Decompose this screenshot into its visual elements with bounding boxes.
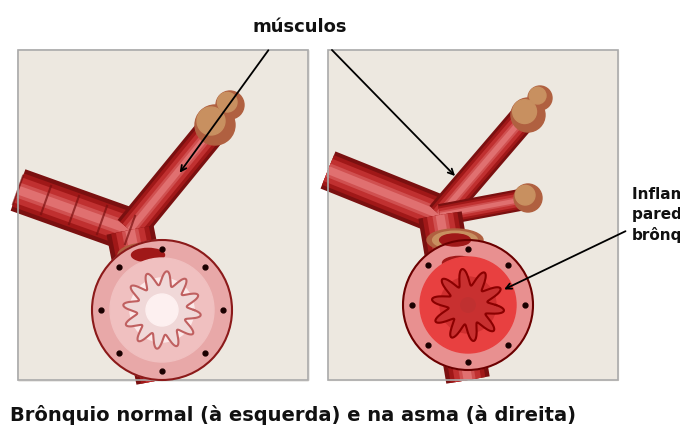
Polygon shape [439, 191, 522, 224]
Polygon shape [328, 50, 618, 380]
Ellipse shape [439, 297, 490, 318]
Ellipse shape [443, 256, 475, 270]
Ellipse shape [118, 243, 178, 267]
Circle shape [146, 294, 178, 326]
Ellipse shape [447, 301, 483, 315]
Circle shape [511, 98, 545, 132]
Polygon shape [423, 212, 486, 383]
Polygon shape [16, 183, 133, 237]
Ellipse shape [429, 251, 489, 275]
Ellipse shape [126, 316, 194, 344]
Polygon shape [438, 189, 522, 226]
Ellipse shape [433, 295, 497, 321]
Polygon shape [322, 155, 446, 230]
Text: músculos: músculos [253, 18, 347, 36]
Polygon shape [120, 112, 230, 238]
Ellipse shape [130, 294, 182, 315]
Circle shape [218, 92, 237, 112]
Ellipse shape [123, 292, 189, 318]
Polygon shape [122, 114, 227, 236]
Ellipse shape [141, 322, 179, 338]
Ellipse shape [437, 276, 487, 296]
Ellipse shape [432, 231, 477, 249]
Polygon shape [324, 159, 445, 226]
Circle shape [529, 87, 546, 104]
Polygon shape [12, 174, 136, 246]
Ellipse shape [124, 246, 172, 265]
Polygon shape [429, 101, 541, 224]
Ellipse shape [133, 319, 187, 341]
Ellipse shape [445, 279, 479, 293]
Ellipse shape [138, 298, 174, 312]
Circle shape [461, 298, 475, 312]
Circle shape [452, 288, 485, 322]
Polygon shape [320, 152, 447, 233]
Polygon shape [116, 227, 174, 383]
Polygon shape [432, 103, 539, 222]
Polygon shape [439, 194, 521, 222]
Circle shape [130, 278, 194, 342]
Circle shape [513, 100, 537, 123]
Polygon shape [438, 108, 532, 217]
Circle shape [92, 240, 232, 380]
Polygon shape [16, 186, 131, 234]
Polygon shape [107, 225, 184, 385]
Polygon shape [11, 169, 137, 251]
Circle shape [197, 107, 225, 135]
Ellipse shape [131, 249, 165, 262]
Polygon shape [439, 196, 521, 219]
Polygon shape [432, 214, 475, 381]
Polygon shape [418, 211, 490, 384]
Circle shape [440, 277, 496, 333]
Circle shape [216, 91, 244, 119]
Polygon shape [18, 50, 308, 380]
Circle shape [514, 184, 542, 212]
Polygon shape [111, 226, 179, 384]
Polygon shape [434, 104, 537, 220]
Ellipse shape [435, 253, 483, 273]
Polygon shape [126, 116, 224, 233]
Polygon shape [427, 213, 481, 382]
Polygon shape [122, 228, 168, 381]
Polygon shape [128, 118, 222, 232]
Circle shape [528, 86, 552, 110]
Ellipse shape [120, 267, 184, 293]
Polygon shape [123, 271, 201, 349]
Circle shape [195, 105, 235, 145]
Ellipse shape [431, 274, 493, 298]
Polygon shape [118, 110, 233, 240]
Polygon shape [326, 164, 443, 222]
Polygon shape [326, 166, 441, 219]
Polygon shape [437, 107, 534, 218]
Circle shape [110, 258, 214, 362]
Circle shape [403, 240, 533, 370]
Circle shape [420, 257, 516, 353]
Polygon shape [432, 269, 504, 341]
Ellipse shape [439, 234, 471, 246]
Ellipse shape [135, 273, 169, 287]
Text: Inflamação da
parede do
brônquio: Inflamação da parede do brônquio [632, 187, 680, 243]
Ellipse shape [427, 229, 483, 251]
Ellipse shape [126, 270, 177, 291]
Polygon shape [439, 198, 520, 217]
Polygon shape [125, 229, 165, 381]
Text: Brônquio normal (à esquerda) e na asma (à direita): Brônquio normal (à esquerda) e na asma (… [10, 405, 576, 425]
Polygon shape [14, 178, 135, 242]
Circle shape [515, 185, 535, 205]
Polygon shape [436, 214, 473, 381]
FancyBboxPatch shape [18, 50, 308, 380]
